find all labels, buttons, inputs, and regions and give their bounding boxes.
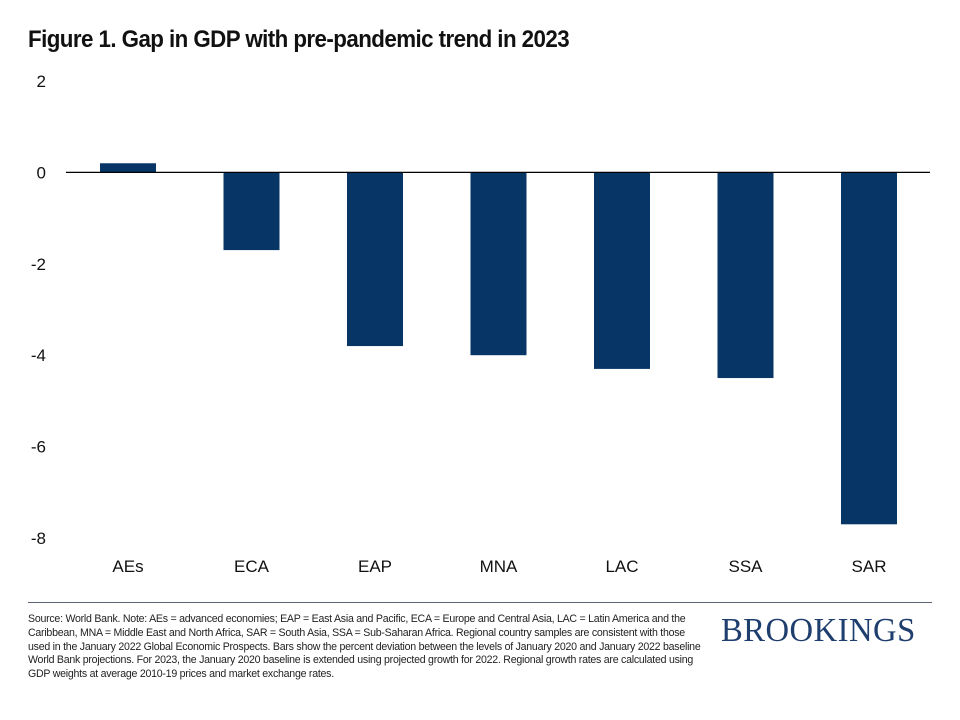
x-tick-label: ECA — [234, 557, 270, 576]
y-tick-label: -8 — [31, 529, 46, 548]
y-tick-label: -2 — [31, 255, 46, 274]
y-tick-label: 0 — [37, 163, 46, 182]
y-tick-label: -6 — [31, 438, 46, 457]
x-tick-label: SSA — [728, 557, 763, 576]
bars — [100, 163, 897, 525]
y-axis: 2 0 -2 -4 -6 -8 — [31, 72, 46, 548]
x-tick-label: EAP — [358, 557, 392, 576]
bar-ssa — [717, 172, 774, 379]
x-tick-label: SAR — [852, 557, 887, 576]
x-tick-label: MNA — [480, 557, 518, 576]
bar-sar — [841, 172, 897, 525]
y-tick-label: -4 — [31, 346, 46, 365]
source-note: Source: World Bank. Note: AEs = advanced… — [28, 613, 701, 681]
x-tick-label: LAC — [605, 557, 638, 576]
x-tick-label: AEs — [112, 557, 143, 576]
footer-separator — [28, 602, 932, 603]
bar-aes — [100, 163, 156, 173]
chart-title: Figure 1. Gap in GDP with pre-pandemic t… — [28, 26, 570, 53]
bar-eap — [347, 172, 403, 347]
bar-lac — [594, 172, 650, 369]
bar-mna — [470, 172, 527, 356]
bar-eca — [223, 172, 280, 251]
bar-chart: 2 0 -2 -4 -6 -8 AEs ECA EAP MNA LAC SSA SAR — [31, 72, 930, 576]
x-axis: AEs ECA EAP MNA LAC SSA SAR — [112, 557, 886, 576]
y-tick-label: 2 — [37, 72, 46, 91]
brookings-logo: BROOKINGS — [721, 612, 916, 649]
